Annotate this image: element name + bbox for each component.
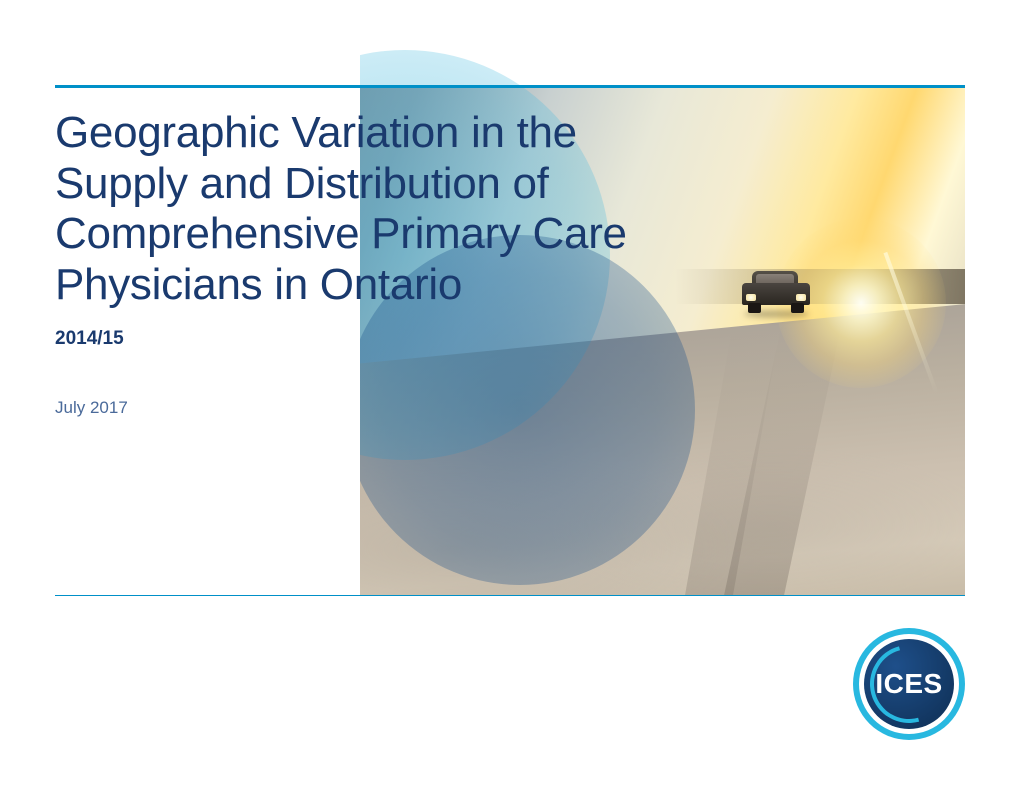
car-wheel-left [748, 303, 761, 313]
car-headlight-right [796, 294, 806, 301]
photo-car [742, 269, 810, 313]
top-horizontal-rule [55, 85, 965, 88]
cover-content-block: Geographic Variation in the Supply and D… [55, 108, 645, 418]
report-title: Geographic Variation in the Supply and D… [55, 108, 645, 310]
report-date: July 2017 [55, 398, 645, 418]
car-wheel-right [791, 303, 804, 313]
logo-inner-circle: ICES [864, 639, 954, 729]
logo-text: ICES [875, 668, 942, 700]
report-cover-page: Geographic Variation in the Supply and D… [0, 0, 1020, 788]
bottom-horizontal-rule [55, 595, 965, 596]
ices-logo: ICES [853, 628, 965, 740]
report-year: 2014/15 [55, 328, 645, 350]
car-headlight-left [746, 294, 756, 301]
